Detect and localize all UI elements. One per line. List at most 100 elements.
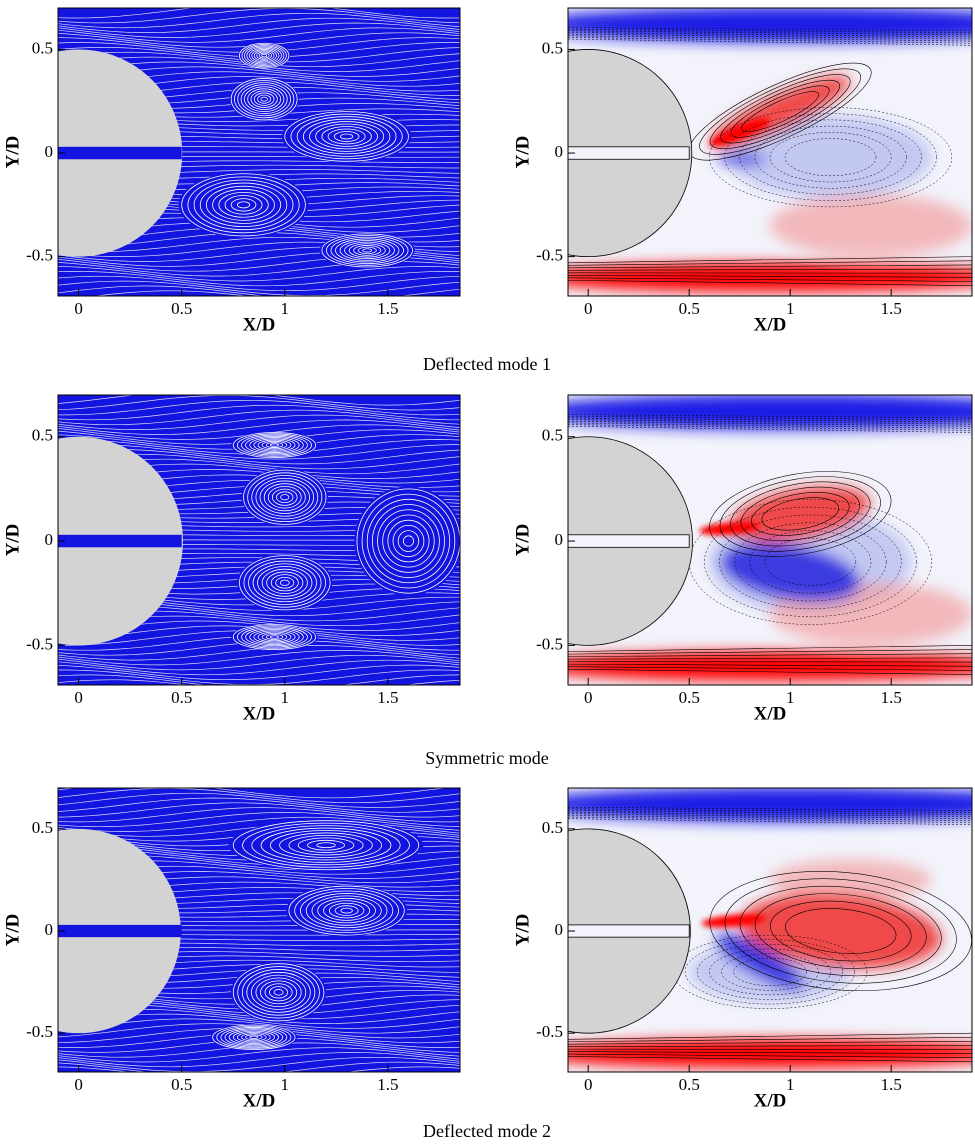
vortex-streamline <box>232 624 317 650</box>
x-tick-label: 1.5 <box>377 688 398 707</box>
contour-line <box>568 1032 972 1040</box>
field-core <box>701 914 766 928</box>
plot-frame <box>567 787 973 1073</box>
splitter-plate <box>58 146 182 160</box>
contour-line <box>709 74 851 150</box>
streamline <box>58 444 460 460</box>
vortex-streamline <box>181 173 306 237</box>
vortex-streamline <box>265 634 284 640</box>
streamline <box>58 409 460 426</box>
vortex-streamline <box>241 44 287 68</box>
contour-line <box>568 663 972 667</box>
contour-line <box>568 1041 972 1045</box>
contour-line <box>724 878 957 984</box>
plot-area <box>58 788 460 1072</box>
contour-line <box>568 653 972 657</box>
vortex-streamline <box>251 49 277 63</box>
x-tick-label: 0.5 <box>679 688 700 707</box>
contour-line <box>568 417 972 423</box>
vortex-streamline <box>270 574 299 592</box>
vortex-streamline <box>199 182 288 227</box>
contour-line <box>740 486 860 541</box>
x-tick-label: 1.5 <box>881 1075 902 1094</box>
x-axis-label: X/D <box>754 314 787 335</box>
vortex-streamline <box>253 630 296 644</box>
x-tick-label: 1 <box>786 1075 795 1094</box>
positive-core <box>709 118 770 147</box>
vortex-core <box>354 486 460 596</box>
vortex-streamline <box>232 1030 275 1044</box>
streamline <box>58 419 460 435</box>
vortex-streamline <box>247 472 323 523</box>
plot-frame <box>57 394 461 686</box>
contour-line <box>568 810 972 815</box>
vortex-streamline <box>269 986 289 999</box>
vortex-streamline <box>236 1031 271 1043</box>
vortex-core <box>210 1024 298 1051</box>
vortex-streamline <box>255 477 315 517</box>
contour-line <box>568 264 972 269</box>
vortex-streamline <box>250 974 307 1010</box>
contour-line <box>568 30 972 36</box>
y-tick-label: -0.5 <box>26 634 53 653</box>
x-tick-label: 1.5 <box>881 688 902 707</box>
vortex-streamline <box>251 475 319 520</box>
vortex-core <box>281 110 412 163</box>
vortex-streamline <box>271 488 298 506</box>
vortex-streamline <box>239 42 290 69</box>
vortex-core <box>237 554 333 612</box>
vortex-streamline <box>263 483 306 512</box>
contour-line <box>568 277 972 282</box>
x-axis-label: X/D <box>243 1090 276 1111</box>
vortex-streamline <box>269 635 279 639</box>
vortex-streamline <box>248 560 322 605</box>
positive-region <box>770 194 972 257</box>
vortex-streamline <box>232 432 317 458</box>
y-axis-label: Y/D <box>2 524 23 557</box>
streamline <box>58 8 460 24</box>
vortex-streamline <box>321 126 372 147</box>
contour-line <box>761 497 839 531</box>
x-axis-label: X/D <box>243 703 276 724</box>
plot-area <box>568 8 972 296</box>
contour-line <box>568 419 972 425</box>
y-axis-label: Y/D <box>512 524 533 557</box>
splitter-plate <box>568 924 690 938</box>
vortex-streamline <box>249 629 300 645</box>
y-tick-label: -0.5 <box>536 1022 563 1041</box>
vortex-streamline <box>243 45 285 66</box>
vortex-streamline <box>241 969 316 1016</box>
caption: Deflected mode 2 <box>423 1121 551 1141</box>
x-tick-label: 0 <box>74 299 83 318</box>
y-tick-label: 0.5 <box>542 818 563 837</box>
y-tick-label: 0 <box>555 142 564 161</box>
streamline <box>58 275 460 292</box>
vortex-streamline <box>242 822 410 868</box>
vortex-streamline <box>237 82 291 117</box>
vortex-streamline <box>366 498 451 584</box>
contour-line <box>699 68 862 155</box>
vortex-streamline <box>261 54 268 58</box>
positive-region <box>740 893 942 969</box>
vortex-streamline <box>327 128 366 145</box>
contour-line <box>568 1036 972 1043</box>
streamline <box>58 674 460 685</box>
y-tick-label: 0 <box>555 530 564 549</box>
vortex-streamline <box>265 442 284 448</box>
splitter-plate <box>568 534 690 548</box>
y-axis-label: Y/D <box>512 136 533 169</box>
contour-line <box>754 893 927 969</box>
contour-line <box>568 268 972 271</box>
contour-line <box>568 818 972 826</box>
vortex-streamline <box>321 233 413 268</box>
contour-line <box>568 808 972 813</box>
contour-line <box>741 91 819 132</box>
vortex-streamline <box>266 571 304 595</box>
vortex-streamline <box>253 92 275 106</box>
contour-line <box>568 816 972 823</box>
vortex-streamline <box>249 437 300 453</box>
plot-area <box>58 395 460 685</box>
x-tick-label: 1.5 <box>377 299 398 318</box>
streamline <box>58 414 460 430</box>
